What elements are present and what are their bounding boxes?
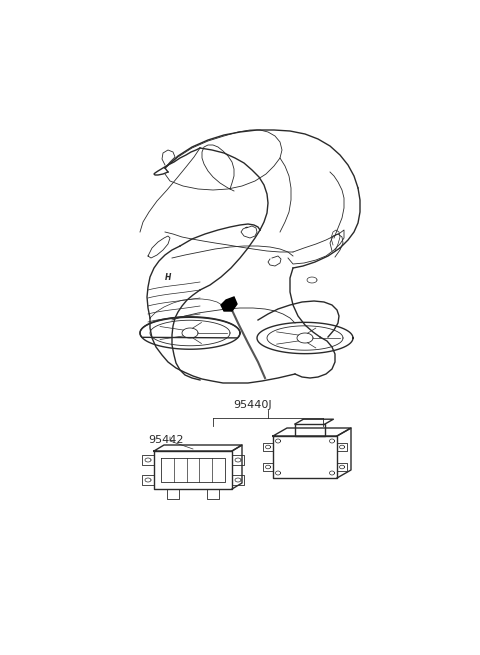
Text: 95440J: 95440J (234, 400, 272, 410)
Text: H: H (165, 272, 171, 282)
Text: 95442: 95442 (148, 435, 183, 445)
Polygon shape (221, 297, 237, 311)
